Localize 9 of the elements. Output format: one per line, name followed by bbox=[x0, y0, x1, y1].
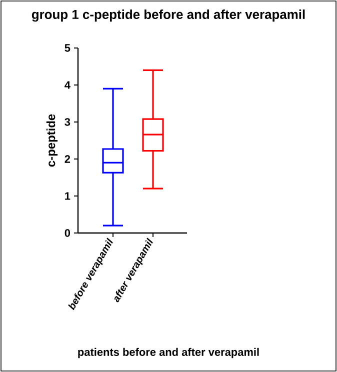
y-tick-label: 0 bbox=[64, 229, 70, 237]
y-tick-label: 2 bbox=[64, 155, 70, 163]
y-tick-label: 4 bbox=[64, 81, 70, 89]
y-axis-title: c-peptide bbox=[46, 114, 58, 167]
y-tick-label: 3 bbox=[64, 118, 70, 126]
x-axis-title: patients before and after verapamil bbox=[78, 348, 259, 358]
y-tick-label: 5 bbox=[64, 44, 70, 52]
chart-title: group 1 c-peptide before and after verapamil bbox=[32, 10, 305, 22]
y-tick-label: 1 bbox=[65, 192, 70, 200]
